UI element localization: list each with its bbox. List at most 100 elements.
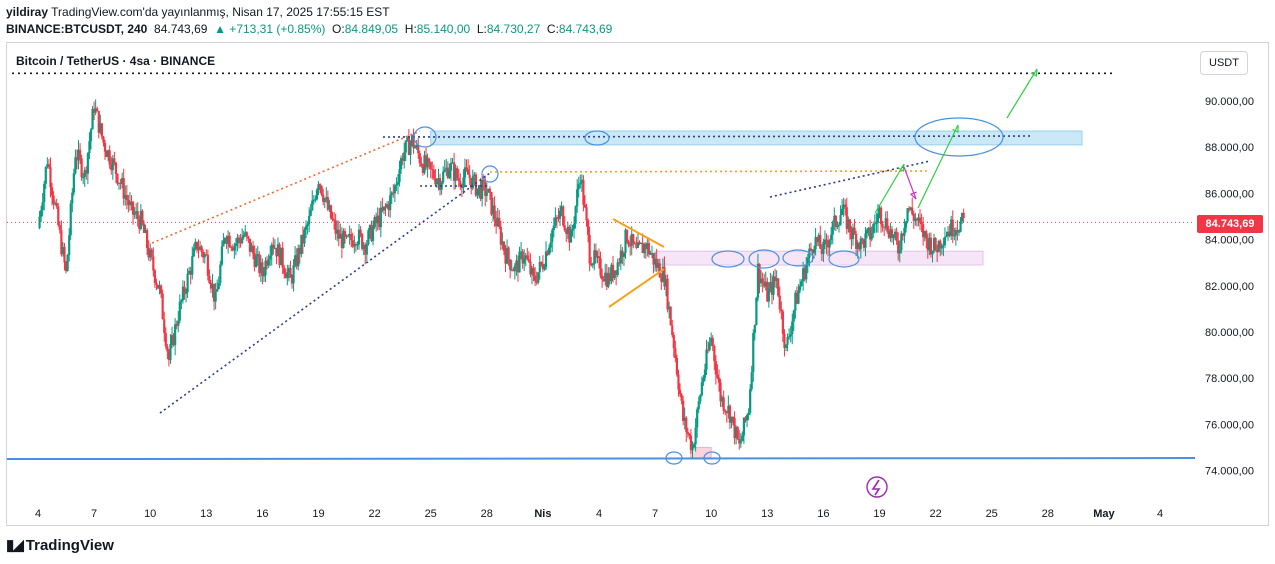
candle-body xyxy=(211,283,214,289)
candle-body xyxy=(482,179,485,182)
candle-body xyxy=(350,233,353,241)
candle-body xyxy=(114,162,118,174)
candle-body xyxy=(481,179,484,199)
candle-body xyxy=(721,397,724,402)
x-tick-label: 22 xyxy=(929,508,941,520)
candle-body xyxy=(697,401,700,410)
chart-frame[interactable] xyxy=(6,42,1269,526)
candle-body xyxy=(431,168,434,171)
candle-body xyxy=(414,147,417,149)
candle-body xyxy=(320,185,323,195)
candle-body xyxy=(323,198,326,202)
candle-body xyxy=(510,269,513,271)
candle-body xyxy=(619,250,622,264)
candle-body xyxy=(269,255,272,260)
candle-body xyxy=(471,176,474,189)
candle-body xyxy=(903,227,906,236)
candle-body xyxy=(116,173,119,184)
candle-body xyxy=(401,158,404,161)
mid-support-zone xyxy=(654,250,984,266)
open-label: O: xyxy=(332,22,345,36)
candle-body xyxy=(393,185,396,194)
candle-body xyxy=(530,268,534,275)
candle-body xyxy=(816,237,819,243)
candle-body xyxy=(121,178,124,184)
candle-body xyxy=(314,199,317,201)
candle-body xyxy=(784,344,788,348)
candle-body xyxy=(161,293,164,320)
candle-body xyxy=(250,245,253,252)
candle-body xyxy=(892,234,895,239)
candle-body xyxy=(912,214,915,221)
candle-body xyxy=(145,230,149,249)
candle-body xyxy=(802,268,805,282)
candle-body xyxy=(387,204,390,211)
candle-body xyxy=(499,226,502,245)
candle-body xyxy=(526,255,529,260)
candle-body xyxy=(220,246,223,265)
candle-body xyxy=(652,253,655,265)
arrow-up-2-head xyxy=(952,124,959,133)
candle-body xyxy=(705,349,708,370)
candle-body xyxy=(209,283,213,289)
candle-body xyxy=(931,250,934,255)
candle-body xyxy=(451,162,454,164)
candle-body xyxy=(127,200,130,206)
footer-brand[interactable]: ▮◢ TradingView xyxy=(6,536,114,555)
x-tick-label: 7 xyxy=(91,508,97,520)
candle-body xyxy=(304,226,308,230)
currency-button[interactable]: USDT xyxy=(1200,51,1248,75)
candle-body xyxy=(557,218,560,220)
candle-body xyxy=(227,235,230,244)
candle-body xyxy=(138,219,141,229)
candle-body xyxy=(283,267,286,274)
candle-body xyxy=(627,241,630,246)
candle-body xyxy=(484,181,487,196)
candle-body xyxy=(412,134,415,149)
candle-body xyxy=(618,262,621,264)
candle-body xyxy=(650,253,654,255)
candle-body xyxy=(197,249,200,251)
candle-body xyxy=(819,235,822,249)
candle-body xyxy=(308,215,311,225)
candle-body xyxy=(789,334,792,337)
candle-body xyxy=(417,145,420,154)
candle-body xyxy=(611,264,615,278)
candle-body xyxy=(68,235,71,255)
candle-body xyxy=(357,229,361,245)
candle-body xyxy=(448,170,451,178)
candle-body xyxy=(169,343,172,360)
candle-body xyxy=(60,230,63,255)
candle-body xyxy=(491,205,495,215)
candle-body xyxy=(783,333,786,348)
arrow-up-3-head xyxy=(1030,68,1038,77)
support-circle-2 xyxy=(748,249,780,269)
author-name[interactable]: yildiray xyxy=(6,5,49,19)
candle-body xyxy=(635,243,638,248)
candle-body xyxy=(664,278,668,287)
candle-body xyxy=(150,249,153,257)
candle-body xyxy=(359,229,362,235)
arrow-up-1 xyxy=(874,163,905,214)
candle-body xyxy=(660,277,663,282)
candle-body xyxy=(186,273,189,293)
candle-body xyxy=(864,233,867,248)
candle-body xyxy=(923,231,926,238)
lightning-bolt xyxy=(871,479,881,496)
bottom-circle-1 xyxy=(665,451,683,465)
candle-body xyxy=(74,157,77,174)
candle-body xyxy=(953,235,956,237)
y-tick-label: 82.000,00 xyxy=(1205,281,1254,293)
support-circle-3 xyxy=(782,249,814,267)
candle-body xyxy=(306,224,309,227)
candle-body xyxy=(599,258,602,276)
candle-body xyxy=(505,247,509,264)
candle-body xyxy=(287,267,290,273)
candle-body xyxy=(591,263,594,266)
candle-body xyxy=(565,230,568,234)
candle-body xyxy=(286,272,289,279)
candle-body xyxy=(351,240,354,247)
candle-body xyxy=(230,246,233,248)
candle-body xyxy=(677,374,680,390)
